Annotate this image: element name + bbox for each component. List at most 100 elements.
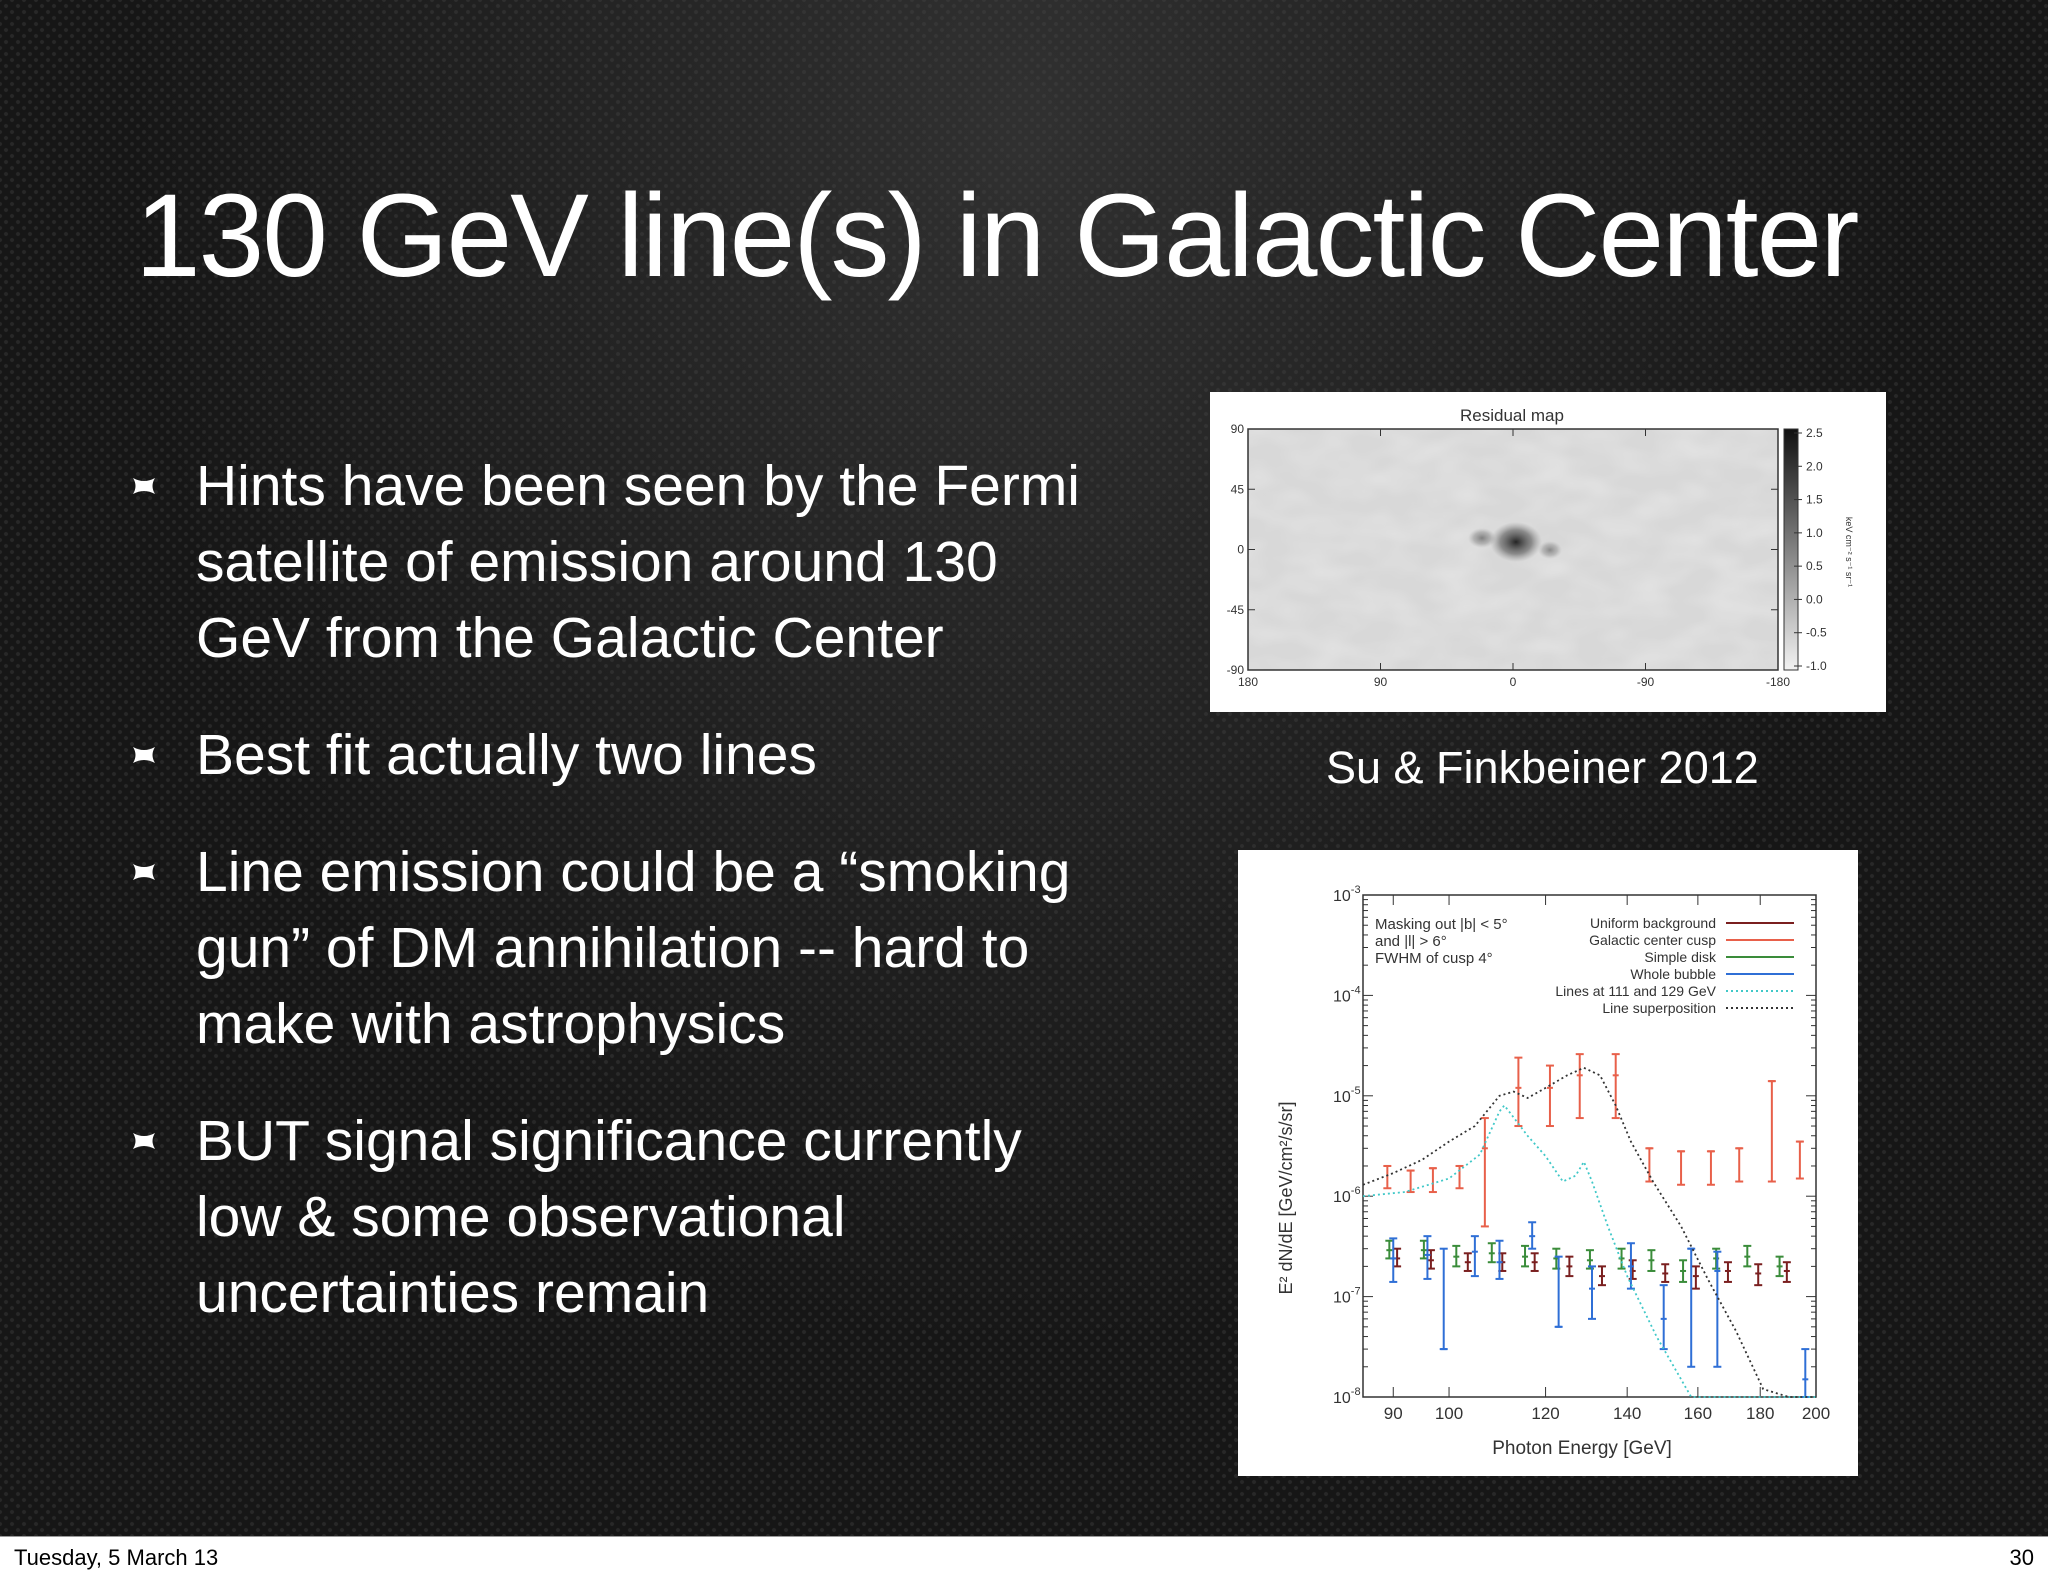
footer-date: Tuesday, 5 March 13 (14, 1545, 219, 1570)
colorbar-label: keV cm⁻² s⁻¹ sr⁻¹ (1844, 517, 1854, 587)
bullet-marker-icon (133, 864, 155, 880)
galactic-center-cusp-point (1406, 1169, 1415, 1194)
map-x-tick-label: -180 (1766, 675, 1790, 689)
footer: Tuesday, 5 March 13 30 (0, 1536, 2048, 1577)
uniform-background-point (1565, 1255, 1574, 1278)
residual-map-svg: Residual map 90 45 0 -45 -90 180 90 0 -90 -180 2… (1227, 406, 1854, 689)
map-x-tick-label: 90 (1374, 675, 1388, 689)
whole-bubble-point (1439, 1247, 1448, 1351)
x-tick-label: 140 (1613, 1404, 1641, 1423)
residual-map-figure: Residual map 90 45 0 -45 -90 180 90 0 -90 -180 2… (1210, 392, 1886, 712)
uniform-background-point (1628, 1259, 1637, 1280)
galactic-center-cusp-point (1706, 1150, 1715, 1186)
colorbar-tick-label: 1.5 (1806, 493, 1823, 507)
y-axis-label: E² dN/dE [GeV/cm²/s/sr] (1276, 1101, 1296, 1294)
whole-bubble-point (1470, 1235, 1479, 1278)
simple-disk-point (1452, 1244, 1461, 1268)
map-x-tick-label: -90 (1637, 675, 1655, 689)
galactic-center-cusp-point (1795, 1140, 1804, 1180)
bullet-item: BUT signal significance currently low & … (130, 1103, 1150, 1331)
whole-bubble-point (1423, 1235, 1432, 1280)
lines-at-111-and-129-gev-curve (1362, 1104, 1816, 1398)
whole-bubble-point (1626, 1242, 1635, 1290)
galactic-center-cusp-point (1480, 1117, 1489, 1228)
x-axis-label: Photon Energy [GeV] (1492, 1438, 1672, 1459)
whole-bubble-point (1687, 1247, 1696, 1368)
map-y-tick-label: -90 (1227, 663, 1245, 677)
map-x-tick-label: 0 (1510, 675, 1517, 689)
galactic-center-cusp-point (1545, 1064, 1554, 1128)
map-feature (1468, 528, 1496, 548)
whole-bubble-point (1659, 1284, 1668, 1351)
bullet-marker-icon (133, 1133, 155, 1149)
galactic-center-cusp-point (1767, 1080, 1776, 1183)
chart-annotation: Masking out |b| < 5°and |l| > 6°FWHM of … (1375, 916, 1508, 967)
galactic-center-cusp-point (1611, 1053, 1620, 1120)
legend-label: Galactic center cusp (1589, 932, 1716, 948)
colorbar (1783, 428, 1799, 671)
colorbar-ticks: 2.5 2.0 1.5 1.0 0.5 0.0 -0.5 -1.0 (1794, 426, 1827, 673)
bullet-item: Line emission could be a “smoking gun” o… (130, 834, 1150, 1062)
uniform-background-point (1463, 1252, 1472, 1272)
colorbar-tick-label: 2.5 (1806, 426, 1823, 440)
map-feature (1538, 541, 1562, 559)
galactic-center-excess (1490, 522, 1542, 562)
simple-disk-point (1521, 1244, 1530, 1268)
bullet-marker-icon (133, 478, 155, 494)
y-tick-label: 10-4 (1333, 984, 1361, 1005)
map-y-tick-label: 90 (1231, 422, 1245, 436)
simple-disk-point (1487, 1242, 1496, 1264)
figure-caption: Su & Finkbeiner 2012 (1326, 742, 1759, 793)
uniform-background-point (1723, 1261, 1732, 1283)
colorbar-tick-label: 0.0 (1806, 592, 1823, 606)
x-tick-label: 100 (1435, 1404, 1463, 1423)
x-tick-label: 180 (1746, 1404, 1774, 1423)
legend-label: Line superposition (1602, 1000, 1716, 1016)
uniform-background-point (1661, 1263, 1670, 1283)
y-tick-label: 10-3 (1333, 884, 1361, 905)
galactic-center-cusp-point (1455, 1164, 1464, 1190)
slide-title: 130 GeV line(s) in Galactic Center (135, 170, 1859, 302)
bullet-item: Best fit actually two lines (130, 717, 1150, 793)
galactic-center-cusp-point (1514, 1056, 1523, 1128)
y-tick-label: 10-7 (1333, 1286, 1361, 1307)
galactic-center-cusp-point (1735, 1147, 1744, 1183)
galactic-center-cusp-point (1428, 1167, 1437, 1194)
bullet-item: Hints have been seen by the Fermi satell… (130, 448, 1150, 676)
spectrum-x-ticks: 90 100 120 140 160 180 200 (1384, 895, 1830, 1423)
y-tick-label: 10-5 (1333, 1085, 1361, 1106)
simple-disk-point (1385, 1239, 1394, 1260)
colorbar-tick-label: 0.5 (1806, 559, 1823, 573)
spectrum-chart: 10-3 10-4 10-5 10-6 10-7 10-8 90 100 120 140 160 1… (1238, 850, 1858, 1476)
galactic-center-cusp-point (1575, 1053, 1584, 1120)
bullet-text: BUT signal significance currently low & … (196, 1109, 1022, 1325)
whole-bubble-point (1801, 1348, 1810, 1398)
x-tick-label: 120 (1531, 1404, 1559, 1423)
galactic-center-cusp-point (1383, 1164, 1392, 1190)
whole-bubble-point (1554, 1255, 1563, 1328)
simple-disk-point (1647, 1249, 1656, 1272)
map-y-tick-label: -45 (1227, 603, 1245, 617)
whole-bubble-point (1528, 1221, 1537, 1250)
colorbar-tick-label: -1.0 (1806, 659, 1827, 673)
colorbar-tick-label: 2.0 (1806, 459, 1823, 473)
map-y-tick-label: 45 (1231, 482, 1245, 496)
simple-disk-point (1679, 1259, 1688, 1283)
annotation-line: and |l| > 6° (1375, 933, 1447, 950)
spectrum-series (1362, 1053, 1816, 1398)
annotation-line: FWHM of cusp 4° (1375, 950, 1493, 967)
uniform-background-point (1597, 1265, 1606, 1287)
spectrum-y-ticks: 10-3 10-4 10-5 10-6 10-7 10-8 (1333, 884, 1816, 1407)
simple-disk-point (1743, 1244, 1752, 1268)
spectrum-axes (1362, 894, 1817, 1398)
whole-bubble-point (1495, 1239, 1504, 1280)
colorbar-tick-label: -0.5 (1806, 626, 1827, 640)
whole-bubble-point (1389, 1237, 1398, 1283)
x-tick-label: 200 (1802, 1404, 1830, 1423)
map-x-ticks: 180 90 0 -90 -180 (1238, 429, 1790, 689)
residual-map-title: Residual map (1460, 406, 1564, 425)
bullet-text: Best fit actually two lines (196, 723, 817, 787)
uniform-background-point (1691, 1265, 1700, 1290)
x-tick-label: 160 (1684, 1404, 1712, 1423)
